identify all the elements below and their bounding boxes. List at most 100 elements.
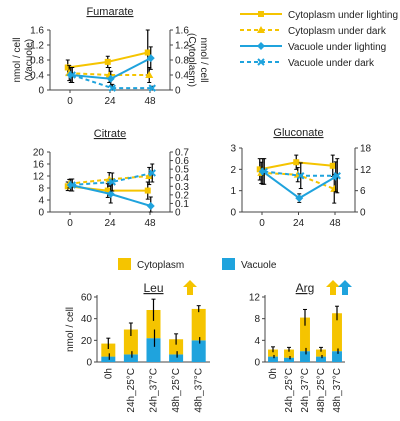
x-tick-label: 24 bbox=[104, 218, 116, 229]
bar-vacuole bbox=[146, 338, 161, 362]
bar-vacuole bbox=[316, 356, 326, 362]
x-tick-label: 48h_25°C bbox=[171, 368, 182, 413]
legend-swatch bbox=[222, 258, 235, 270]
data-point bbox=[144, 187, 151, 194]
y-tick-label-right: 0.4 bbox=[175, 173, 189, 184]
y-tick-label-left: 12 bbox=[33, 172, 45, 183]
y-axis-label-right-line: nmol / cell bbox=[198, 37, 209, 82]
data-point bbox=[146, 54, 155, 63]
legend-marker bbox=[258, 11, 264, 17]
y-tick-label: 0 bbox=[254, 358, 260, 369]
bar-cytoplasm bbox=[146, 310, 161, 339]
data-point bbox=[106, 190, 115, 198]
data-point bbox=[104, 187, 111, 194]
data-point bbox=[329, 162, 336, 169]
y-tick-label-left: 0 bbox=[38, 208, 44, 219]
x-tick-label: 0h bbox=[103, 368, 114, 379]
data-point bbox=[293, 159, 300, 166]
y-tick-label-right: 1.2 bbox=[175, 41, 189, 52]
y-tick-label-right: 0 bbox=[175, 86, 181, 97]
y-tick-label-right: 0.6 bbox=[175, 156, 189, 167]
y-tick-label-left: 0.8 bbox=[30, 56, 44, 67]
y-tick-label-left: 1 bbox=[230, 186, 236, 197]
y-tick-label-left: 3 bbox=[230, 144, 236, 155]
data-point bbox=[104, 58, 111, 65]
data-point bbox=[297, 172, 305, 180]
y-tick-label-right: 18 bbox=[360, 144, 372, 155]
x-tick-label: 48 bbox=[144, 218, 156, 229]
y-tick-label-right: 6 bbox=[360, 186, 366, 197]
bar-cytoplasm bbox=[316, 349, 326, 357]
chart-title: Gluconate bbox=[273, 127, 323, 139]
data-point bbox=[64, 64, 71, 71]
legend-marker bbox=[257, 26, 265, 33]
legend-label: Cytoplasm bbox=[137, 260, 184, 271]
legend-label: Cytoplasm under dark bbox=[288, 26, 387, 37]
y-tick-label-left: 0 bbox=[230, 208, 236, 219]
y-tick-label: 8 bbox=[254, 314, 260, 325]
series-line bbox=[69, 72, 150, 76]
data-point bbox=[333, 172, 341, 180]
bar-vacuole bbox=[169, 354, 184, 362]
y-tick-label-left: 0.4 bbox=[30, 71, 44, 82]
y-tick-label-right: 0.1 bbox=[175, 199, 189, 210]
legend-label: Vacuole under lighting bbox=[288, 42, 386, 53]
chart-title: Fumarate bbox=[86, 6, 133, 18]
y-tick-label-left: 0 bbox=[38, 86, 44, 97]
y-tick-label-right: 0.2 bbox=[175, 190, 189, 201]
y-tick-label: 20 bbox=[81, 336, 93, 347]
y-tick-label: 60 bbox=[81, 293, 93, 304]
bar-cytoplasm bbox=[191, 308, 206, 341]
data-point bbox=[145, 71, 154, 78]
x-tick-label: 48h_37°C bbox=[194, 368, 205, 413]
y-tick-label-right: 1.6 bbox=[175, 26, 189, 37]
y-tick-label-right: 0.8 bbox=[175, 56, 189, 67]
y-tick-label-left: 1.2 bbox=[30, 41, 44, 52]
y-tick-label-right: 0.4 bbox=[175, 71, 189, 82]
bar-cytoplasm bbox=[169, 339, 184, 355]
x-tick-label: 48h_37°C bbox=[332, 368, 343, 413]
y-tick-label-right: 0.5 bbox=[175, 165, 189, 176]
bar-cytoplasm bbox=[101, 343, 116, 357]
x-tick-label: 24h_25°C bbox=[284, 368, 295, 413]
bar-vacuole bbox=[268, 356, 278, 362]
bar-cytoplasm bbox=[284, 349, 294, 358]
bar-vacuole bbox=[284, 357, 294, 362]
data-point bbox=[68, 71, 76, 79]
chart-title: Leu bbox=[143, 281, 163, 295]
y-axis-label: nmol / cell bbox=[65, 307, 76, 352]
bar-vacuole bbox=[332, 351, 342, 362]
x-tick-label: 24 bbox=[293, 218, 305, 229]
y-tick-label-left: 20 bbox=[33, 148, 45, 159]
legend-label: Vacuole bbox=[241, 260, 277, 271]
y-axis-label-left-line: nmol / cell bbox=[12, 37, 23, 82]
x-tick-label: 0h bbox=[268, 368, 279, 379]
y-tick-label-right: 0.7 bbox=[175, 148, 189, 159]
y-tick-label-left: 8 bbox=[38, 184, 44, 195]
y-axis-label-right-line: (Cytoplasm) bbox=[186, 33, 197, 87]
x-tick-label: 0 bbox=[67, 96, 73, 107]
y-tick-label-right: 0 bbox=[360, 208, 366, 219]
data-point bbox=[295, 194, 304, 203]
x-tick-label: 0 bbox=[67, 218, 73, 229]
y-tick-label: 4 bbox=[254, 336, 260, 347]
y-tick-label-left: 2 bbox=[230, 165, 236, 176]
bar-vacuole bbox=[123, 354, 138, 362]
bar-cytoplasm bbox=[300, 317, 310, 352]
y-tick-label-right: 12 bbox=[360, 165, 372, 176]
bar-cytoplasm bbox=[268, 349, 278, 357]
bar-vacuole bbox=[191, 340, 206, 362]
y-tick-label-left: 16 bbox=[33, 160, 45, 171]
y-tick-label-right: 0.3 bbox=[175, 182, 189, 193]
data-point bbox=[106, 74, 115, 83]
y-axis-label-left-line: (Vacuole) bbox=[24, 39, 35, 81]
chart-title: Arg bbox=[296, 281, 315, 295]
bar-vacuole bbox=[300, 351, 310, 362]
data-point bbox=[144, 49, 151, 56]
x-tick-label: 24h_25°C bbox=[126, 368, 137, 413]
x-tick-label: 24h_37°C bbox=[149, 368, 160, 413]
y-axis-label-left: nmol / cell (Vacuole) bbox=[12, 37, 35, 82]
data-point bbox=[148, 84, 156, 92]
x-tick-label: 48h_25°C bbox=[316, 368, 327, 413]
